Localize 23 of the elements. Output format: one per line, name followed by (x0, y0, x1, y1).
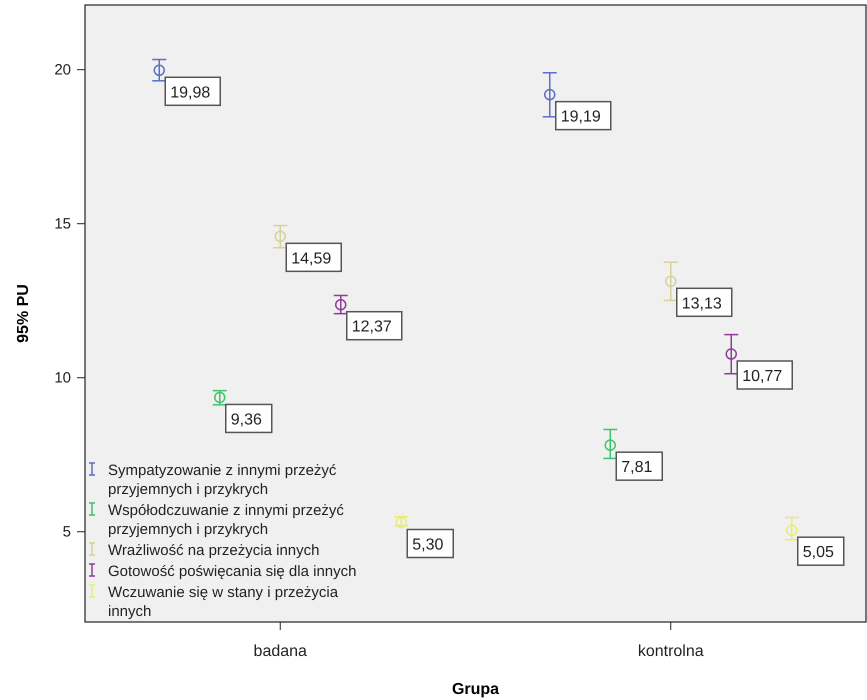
data-label: 7,81 (621, 459, 652, 476)
legend-label: Sympatyzowanie z innymi przeżyć przyjemnych i przykrych (108, 462, 337, 498)
y-tick-label: 5 (62, 524, 71, 541)
data-label: 14,59 (291, 250, 332, 268)
legend-label: Wczuwanie się w stany i przeżycia innych (108, 584, 339, 620)
data-label: 13,13 (682, 295, 722, 312)
y-tick-label: 10 (54, 370, 71, 387)
x-axis-title: Grupa (452, 681, 500, 698)
data-label: 5,30 (412, 536, 444, 554)
legend-label: Gotowość poświęcania się dla innych (108, 563, 356, 580)
y-tick-label: 20 (54, 62, 71, 79)
data-label: 12,37 (352, 318, 392, 336)
data-label: 9,36 (230, 411, 262, 428)
legend-label: Wrażliwość na przeżycia innych (108, 542, 320, 559)
x-tick-label: kontrolna (638, 643, 704, 660)
legend-label: Współodczuwanie z innymi przeżyć przyjemnych i przykrych (108, 502, 344, 538)
data-label: 5,05 (802, 544, 834, 562)
data-label: 19,19 (560, 108, 601, 126)
y-axis-title: 95% PU (15, 284, 32, 343)
data-label: 19,98 (170, 84, 210, 102)
x-tick-label: badana (254, 643, 308, 660)
y-tick-label: 15 (54, 216, 71, 233)
data-label: 10,77 (742, 368, 782, 386)
